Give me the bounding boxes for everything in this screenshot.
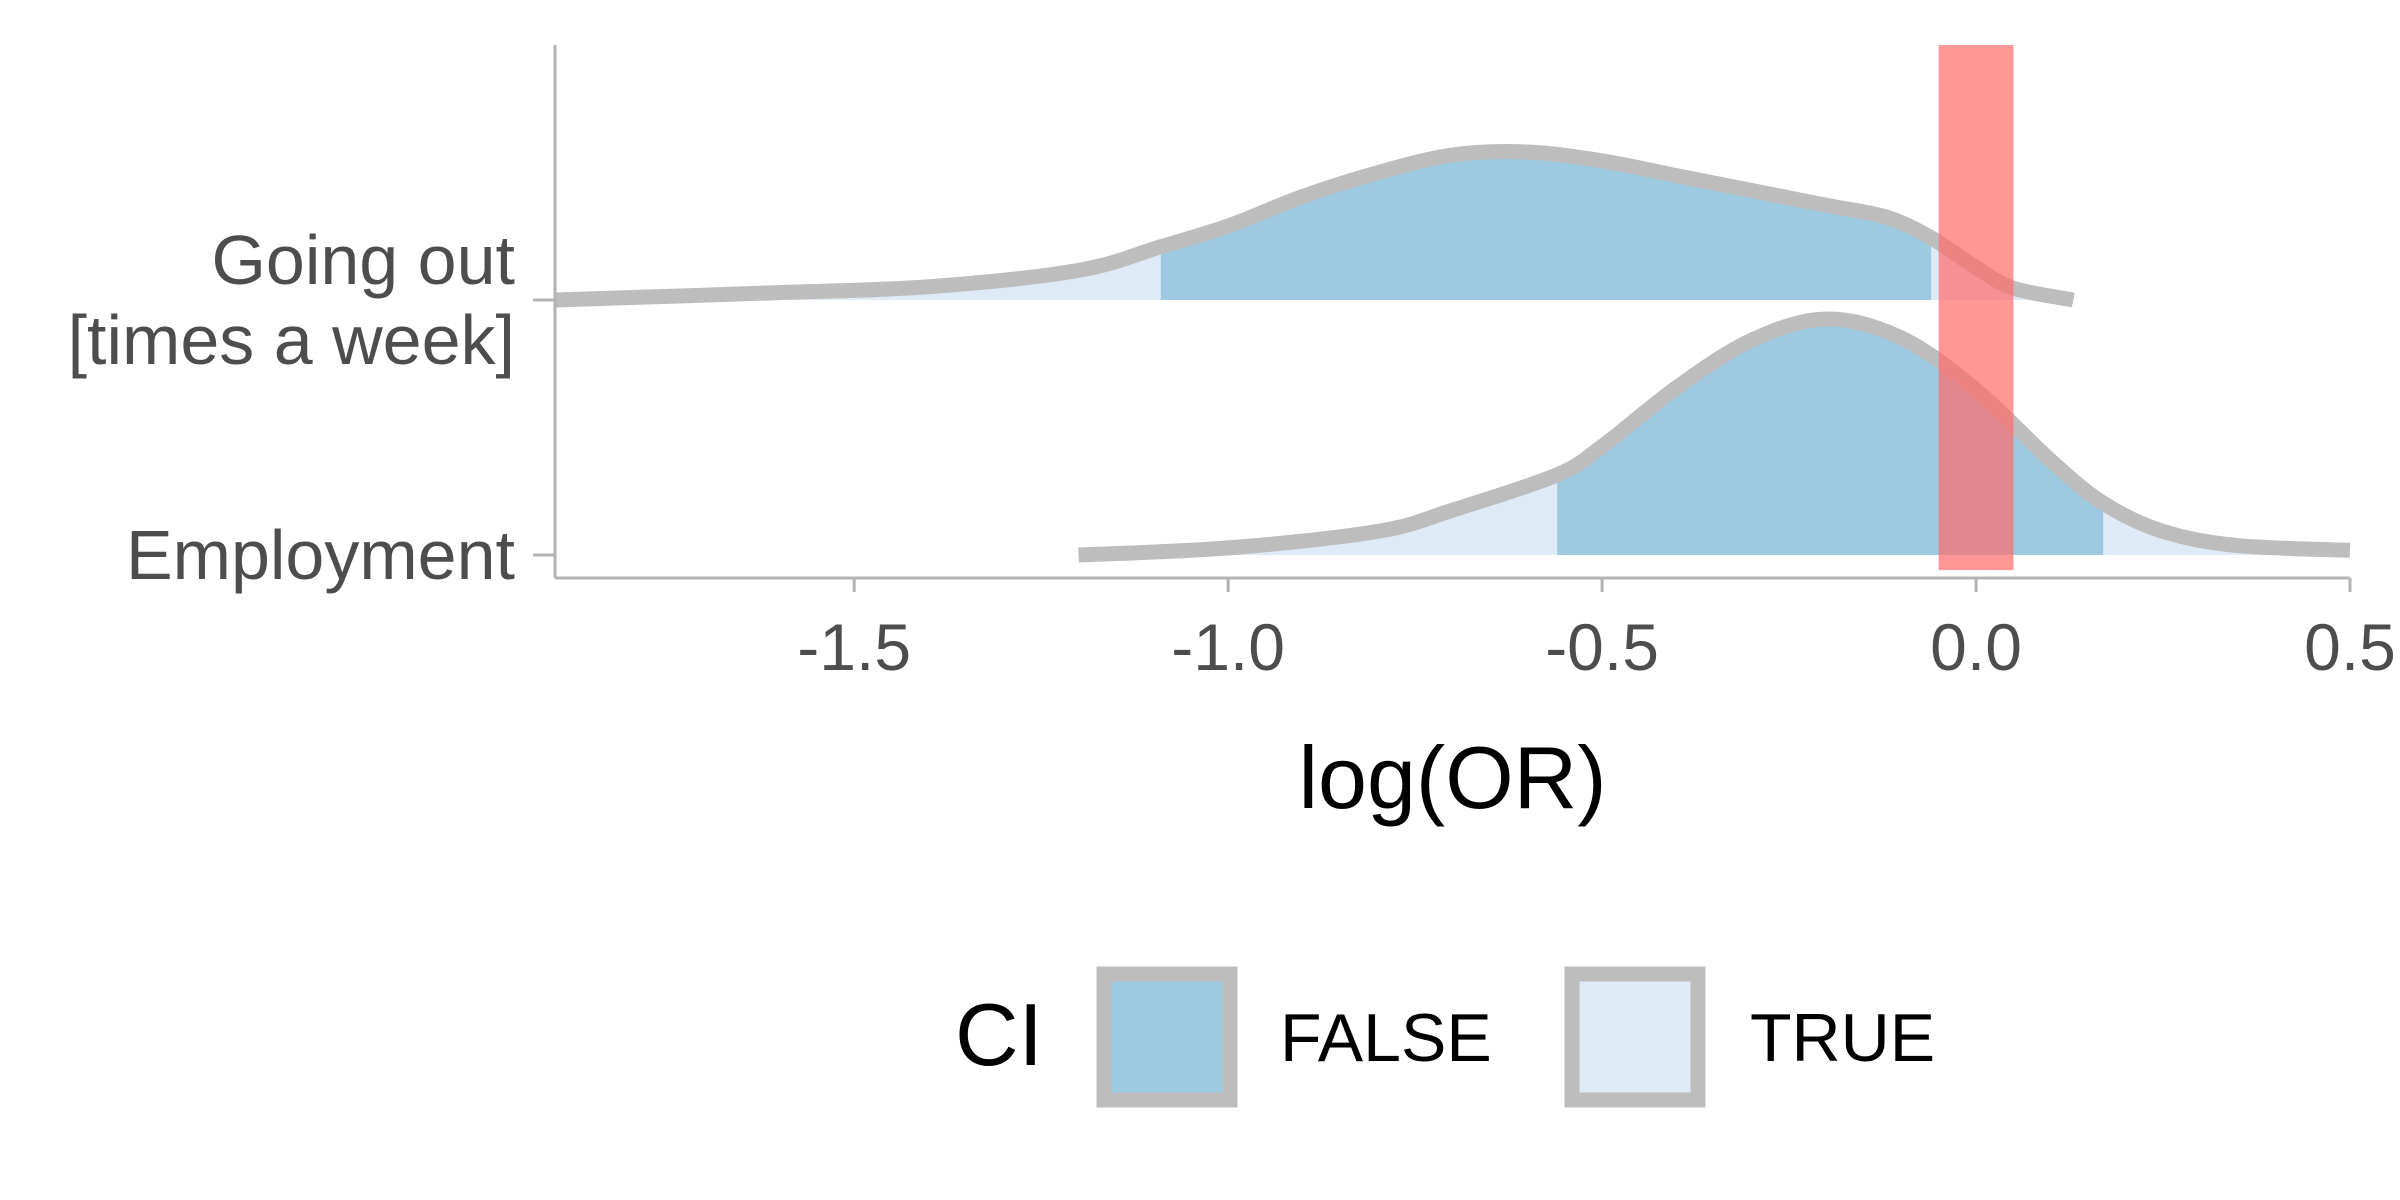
x-tick-label: -0.5	[1545, 610, 1659, 684]
x-tick-label: 0.5	[2304, 610, 2396, 684]
y-category-label: [times a week]	[68, 301, 515, 379]
x-tick-label: 0.0	[1930, 610, 2022, 684]
ridge-fill-1	[1078, 318, 2350, 555]
legend-key-true	[1564, 966, 1706, 1108]
legend: CI FALSE TRUE	[955, 966, 1935, 1108]
density-ridges	[554, 144, 2351, 563]
x-tick-label: -1.0	[1171, 610, 1285, 684]
legend-title: CI	[955, 985, 1043, 1084]
reference-band	[1938, 45, 2014, 570]
y-category-label: Going out	[211, 221, 515, 299]
ridge-outline	[1078, 311, 2351, 563]
legend-label-true: TRUE	[1750, 1000, 1935, 1076]
reference-band-layer	[1938, 45, 2014, 570]
x-axis-title: log(OR)	[1298, 728, 1606, 827]
legend-label-false: FALSE	[1280, 1000, 1492, 1076]
y-category-label: Employment	[126, 516, 515, 594]
legend-key-false	[1096, 966, 1238, 1108]
axes: -1.5 -1.0 -0.5 0.0 0.5 log(OR) Going out[times…	[68, 45, 2396, 827]
ridge-outline	[554, 144, 2075, 308]
x-tick-label: -1.5	[797, 610, 911, 684]
